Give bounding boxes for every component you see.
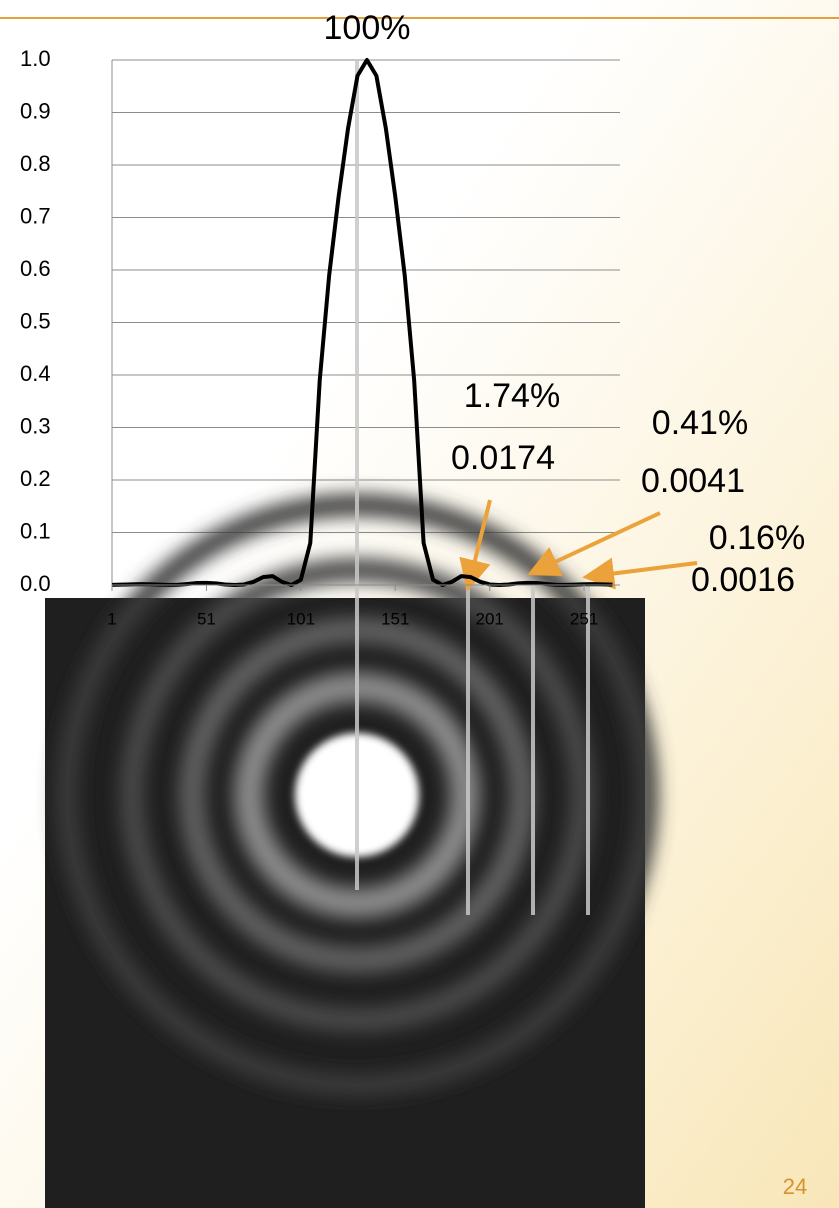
annotation: 0.16%	[709, 519, 805, 557]
x-tick-label: 151	[381, 609, 409, 628]
y-tick-label: 0.5	[20, 308, 51, 333]
y-tick-label: 0.0	[20, 571, 51, 596]
data-line	[111, 58, 613, 587]
page-number: 24	[783, 1174, 807, 1199]
y-tick-label: 0.7	[20, 203, 51, 228]
y-tick-label: 0.8	[20, 151, 51, 176]
annotation: 0.0041	[641, 462, 745, 500]
airy-image	[45, 494, 658, 1208]
arrows	[459, 499, 698, 592]
y-tick-label: 0.4	[20, 361, 51, 386]
y-tick-label: 0.2	[20, 466, 51, 491]
y-tick-label: 0.1	[20, 518, 51, 543]
y-tick-label: 1.0	[20, 46, 51, 71]
guide-lines	[355, 60, 590, 915]
chart: 0.0 0.1 0.2 0.3 0.4 0.5 0.6 0.7 0.8 0.9 1.0	[20, 46, 620, 596]
annotation: 1.74%	[464, 377, 560, 415]
annotation: 0.0174	[451, 439, 555, 477]
annotation: 0.41%	[652, 404, 748, 442]
y-tick-label: 0.6	[20, 256, 51, 281]
x-tick-label: 101	[287, 609, 315, 628]
x-tick-label: 251	[570, 609, 598, 628]
x-tick-label: 201	[476, 609, 504, 628]
annotation: 100%	[324, 9, 411, 47]
annotation: 0.0016	[691, 561, 795, 599]
y-tick-label: 0.3	[20, 413, 51, 438]
x-tick-label: 51	[197, 609, 216, 628]
y-tick-label: 0.9	[20, 98, 51, 123]
x-tick-label: 1	[107, 609, 116, 628]
